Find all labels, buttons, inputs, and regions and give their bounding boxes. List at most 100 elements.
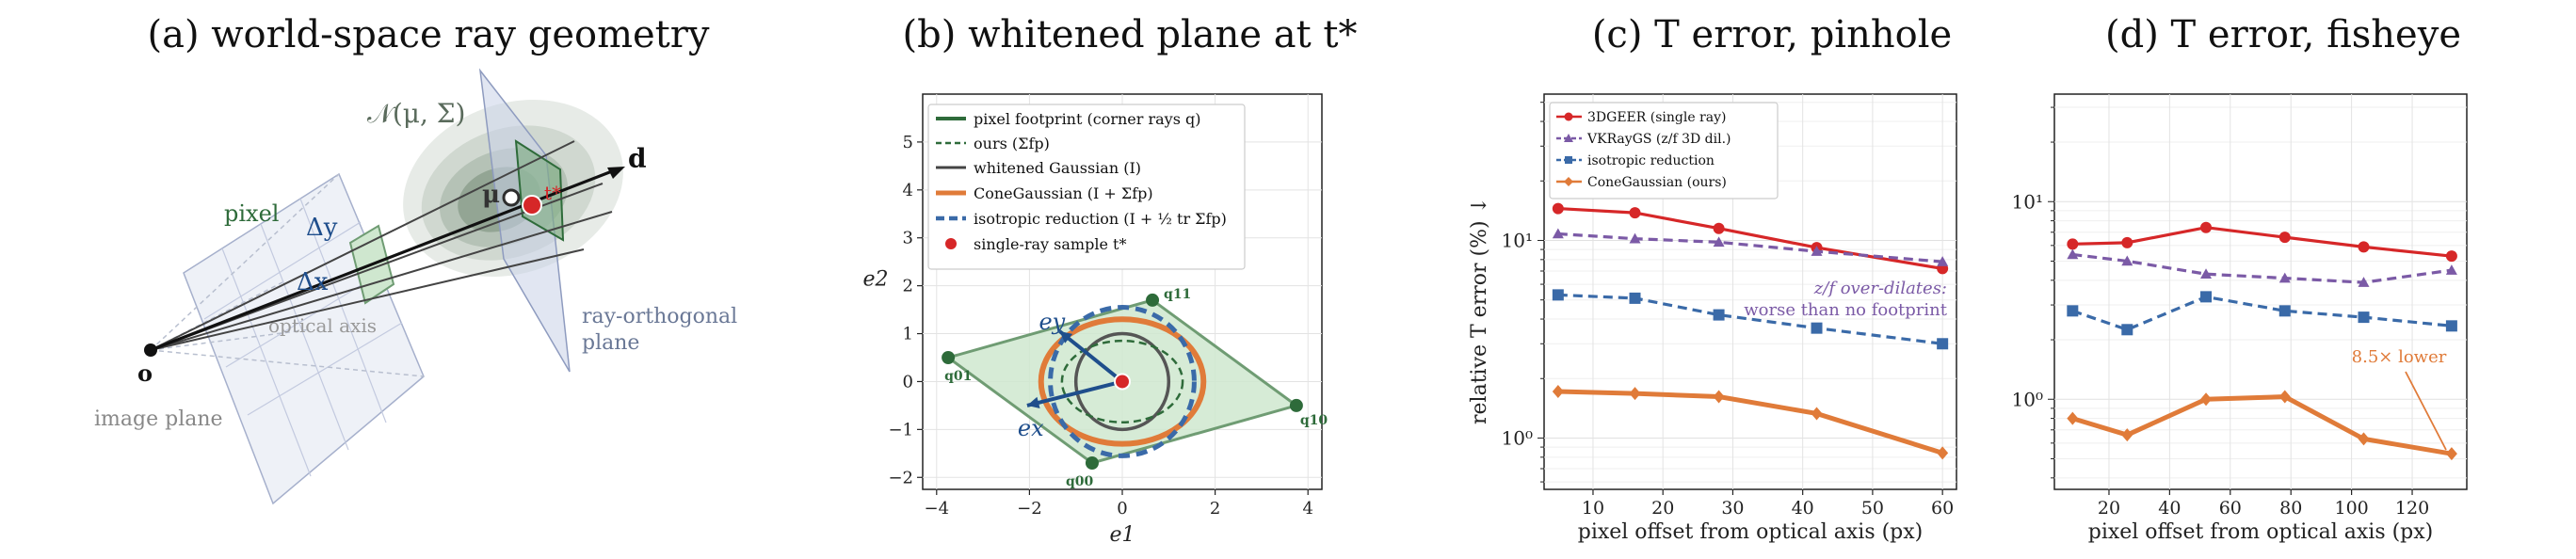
annotation-lower: 8.5× lower [2352, 347, 2447, 367]
point-3-3 [2278, 390, 2291, 404]
tick-label-x: 60 [2219, 498, 2242, 519]
tick-label-x: 4 [1302, 499, 1312, 519]
point-0-2 [1713, 222, 1725, 234]
ray-orthogonal-label-2: plane [582, 331, 639, 355]
panel-b-title: (b) whitened plane at t* [903, 13, 1358, 56]
tick-label-y: −2 [888, 468, 913, 487]
series-line-1 [2072, 252, 2453, 284]
origin-label: o [137, 359, 153, 387]
series-line-3 [1557, 389, 1943, 455]
dy-label: Δy [306, 214, 338, 242]
point-1-1 [2121, 255, 2133, 266]
tick-label-x: 0 [1117, 499, 1127, 519]
single-ray-sample [1114, 373, 1131, 391]
panel-c-frame [1543, 93, 1957, 490]
footprint-quad [514, 139, 565, 242]
annotation-text-1: z/f over-dilates: [1813, 279, 1947, 298]
tick-label-y: 10⁰ [2012, 388, 2043, 410]
corner-label-q01: q01 [944, 369, 972, 384]
tick-label-x: 2 [1210, 499, 1220, 519]
point-3-2 [1713, 390, 1725, 404]
panel-a-diagram: 𝒩(μ, Σ) μ t* d pixel Δy Δx optical axis … [94, 68, 737, 505]
tick-label-y: 2 [903, 277, 913, 296]
point-1-1 [1629, 232, 1641, 244]
image-plane-label: image plane [94, 407, 223, 431]
legend-b-4: isotropic reduction (I + ½ tr Σfp) [974, 210, 1227, 228]
legend-c-0: 3DGEER (single ray) [1587, 110, 1726, 125]
dx-label: Δx [297, 268, 329, 296]
coneGaussian-ellipse [1038, 316, 1207, 447]
point-2-5 [2445, 320, 2457, 332]
x-axis-label: pixel offset from optical axis (px) [1578, 520, 1924, 544]
whitened-gaussian-circle [1073, 331, 1171, 432]
point-3-5 [2445, 447, 2457, 461]
point-3-1 [2121, 428, 2133, 442]
panel-c-legend: 3DGEER (single ray) VKRayGS (z/f 3D dil.… [1549, 102, 1779, 200]
point-1-2 [2200, 268, 2213, 280]
point-3-4 [1937, 446, 1949, 460]
tick-label-x: 50 [1861, 498, 1884, 519]
point-0-1 [1629, 207, 1641, 219]
point-2-0 [2067, 305, 2079, 317]
point-0-4 [2358, 241, 2370, 253]
ex-label: ex [1018, 415, 1044, 441]
ey-vector [1058, 329, 1124, 384]
ey-arrowhead [1059, 331, 1073, 343]
pixel-label: pixel [224, 200, 279, 227]
point-2-2 [1713, 309, 1725, 321]
corner-q01 [942, 351, 956, 364]
panel-b-legend: pixel footprint (corner rays q) ours (Σf… [927, 104, 1246, 270]
tick-label-x: 120 [2395, 498, 2429, 519]
point-0-0 [2067, 238, 2079, 250]
ey-label: ey [1038, 309, 1065, 335]
annotation-arrow [2405, 371, 2447, 451]
mu-marker [502, 188, 521, 207]
tick-label-x: 10 [1582, 498, 1604, 519]
origin-dot [144, 343, 157, 357]
point-2-1 [2121, 324, 2133, 336]
point-0-0 [1552, 202, 1564, 215]
point-3-0 [2067, 411, 2079, 425]
tick-label-x: 60 [1931, 498, 1954, 519]
point-0-3 [2278, 232, 2291, 244]
point-1-0 [2067, 248, 2079, 260]
point-0-2 [2200, 221, 2213, 233]
corner-q00 [1085, 456, 1099, 470]
point-2-1 [1629, 292, 1641, 304]
legend-b-5: single-ray sample t* [974, 235, 1126, 253]
point-2-0 [1552, 289, 1564, 301]
tick-label-y: 3 [903, 229, 913, 248]
tick-label-y: 10¹ [2012, 190, 2043, 213]
x-axis-label: e1 [1109, 523, 1135, 547]
tstar-label: t* [544, 182, 561, 204]
tick-label-y: 1 [903, 325, 913, 344]
point-1-2 [1713, 236, 1725, 248]
ours-ellipse [1060, 339, 1184, 423]
corner-label-q11: q11 [1164, 287, 1191, 302]
legend-c-1: VKRayGS (z/f 3D dil.) [1586, 132, 1731, 147]
point-2-3 [2278, 305, 2291, 317]
legend-b-0: pixel footprint (corner rays q) [974, 110, 1201, 128]
tick-label-x: 40 [1792, 498, 1814, 519]
series-line-2 [2071, 295, 2453, 332]
point-3-0 [1552, 385, 1564, 399]
point-2-4 [1937, 338, 1949, 350]
tstar-marker [522, 195, 542, 216]
point-1-4 [1937, 256, 1949, 266]
series-line-3 [2071, 394, 2453, 456]
panel-a-title: (a) world-space ray geometry [148, 13, 710, 56]
tick-label-x: −4 [925, 499, 950, 519]
y-axis-label: relative T error (%) ↓ [1468, 197, 1491, 424]
ray-orthogonal-label-1: ray-orthogonal [582, 305, 737, 328]
legend-c-2: isotropic reduction [1587, 153, 1715, 168]
tick-label-y: 0 [903, 372, 913, 391]
panel-d-frame [2053, 93, 2468, 490]
tick-label-x: 20 [2098, 498, 2120, 519]
y-axis-label: e2 [862, 268, 888, 292]
ray-orthogonal-plane [478, 68, 571, 373]
corner-label-q10: q10 [1300, 413, 1328, 428]
tick-label-x: 30 [1721, 498, 1744, 519]
point-2-4 [2358, 311, 2370, 324]
series-line-2 [1557, 293, 1943, 345]
point-2-3 [1811, 322, 1823, 334]
